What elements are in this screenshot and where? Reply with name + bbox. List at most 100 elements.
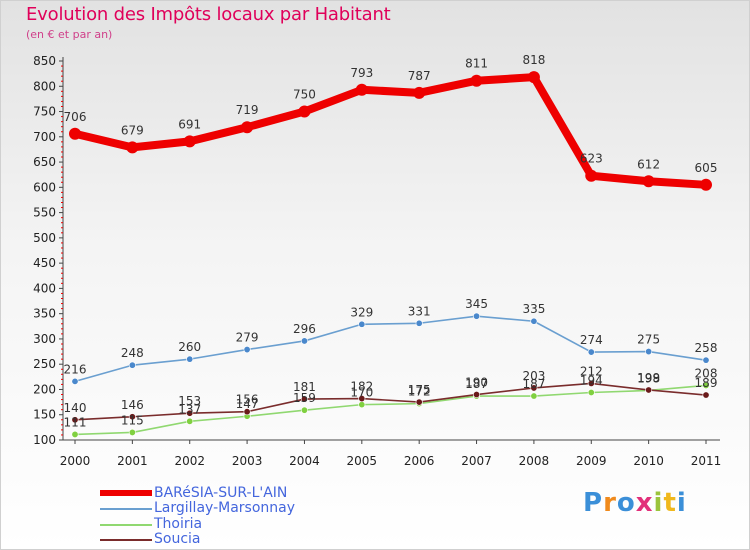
y-tick-label: 850 <box>33 54 56 68</box>
data-label-series-3: 115 <box>121 413 144 427</box>
data-label-series-4: 212 <box>580 364 603 378</box>
series-point-1 <box>183 135 196 148</box>
x-tick-label: 2011 <box>691 454 722 468</box>
data-label-series-3: 170 <box>350 386 373 400</box>
series-point-4 <box>415 398 423 406</box>
chart-subtitle: (en € et par an) <box>26 28 113 41</box>
y-tick-label: 400 <box>33 281 56 295</box>
data-label-series-3: 198 <box>637 371 660 385</box>
data-label-series-2: 275 <box>637 333 660 347</box>
data-label-series-4: 203 <box>522 369 545 383</box>
logo-letter: i <box>676 488 687 518</box>
data-label-series-1: 818 <box>522 53 545 67</box>
series-point-4 <box>128 413 136 421</box>
legend-swatch-series-4 <box>100 539 152 541</box>
data-label-series-4: 146 <box>121 398 144 412</box>
legend-label-series-2: Largillay-Marsonnay <box>154 500 295 516</box>
logo-letter: P <box>583 488 604 518</box>
data-label-series-2: 260 <box>178 340 201 354</box>
series-point-1 <box>69 127 81 140</box>
series-point-4 <box>530 384 538 392</box>
series-point-2 <box>243 346 251 354</box>
chart-title: Evolution des Impôts locaux par Habitant <box>26 4 391 25</box>
y-tick-label: 250 <box>33 357 56 371</box>
x-tick-label: 2001 <box>117 454 148 468</box>
data-label-series-2: 216 <box>64 362 87 376</box>
y-tick-label: 500 <box>33 231 56 245</box>
x-tick-label: 2005 <box>347 454 378 468</box>
series-point-4 <box>358 395 366 403</box>
x-tick-label: 2010 <box>633 454 664 468</box>
data-label-series-2: 335 <box>522 302 545 316</box>
series-point-1 <box>585 169 598 182</box>
data-label-series-1: 605 <box>695 161 718 175</box>
series-point-1 <box>700 178 712 191</box>
data-label-series-4: 156 <box>236 393 259 407</box>
series-point-3 <box>186 417 194 425</box>
series-point-4 <box>473 391 481 399</box>
series-point-4 <box>587 379 595 387</box>
data-label-series-1: 623 <box>580 152 603 166</box>
data-label-series-1: 612 <box>637 157 660 171</box>
data-label-series-1: 750 <box>293 88 316 102</box>
series-line-1 <box>71 73 710 189</box>
series-point-2 <box>186 355 194 363</box>
series-point-4 <box>645 386 653 394</box>
data-label-series-2: 329 <box>350 305 373 319</box>
legend-label-series-4: Soucia <box>154 531 201 547</box>
series-point-3 <box>702 381 710 389</box>
data-label-series-4: 190 <box>465 376 488 390</box>
x-tick-label: 2003 <box>232 454 263 468</box>
data-label-series-1: 811 <box>465 57 488 71</box>
y-tick-label: 100 <box>33 433 56 447</box>
series-point-1 <box>642 175 655 188</box>
data-label-series-3: 208 <box>695 366 718 380</box>
series-point-3 <box>71 430 79 438</box>
data-label-series-2: 274 <box>580 333 603 347</box>
series-point-2 <box>128 361 136 369</box>
data-label-series-2: 331 <box>408 304 431 318</box>
y-tick-label: 700 <box>33 130 56 144</box>
series-point-2 <box>473 312 481 320</box>
data-label-series-3: 159 <box>293 391 316 405</box>
series-line-4 <box>74 382 707 421</box>
series-point-2 <box>530 317 538 325</box>
y-tick-label: 150 <box>33 408 56 422</box>
data-label-series-4: 175 <box>408 383 431 397</box>
data-label-series-2: 248 <box>121 346 144 360</box>
data-label-series-4: 189 <box>695 376 718 390</box>
x-tick-label: 2002 <box>174 454 205 468</box>
logo-letter: r <box>603 488 617 518</box>
logo-letter: o <box>616 488 636 518</box>
series-line-3 <box>74 384 707 436</box>
series-line-2 <box>74 315 707 383</box>
legend-swatch-series-3 <box>100 524 152 526</box>
data-label-series-1: 719 <box>236 103 259 117</box>
y-tick-label: 350 <box>33 307 56 321</box>
legend-swatch-series-1 <box>100 490 152 496</box>
y-tick-label: 750 <box>33 105 56 119</box>
series-point-3 <box>587 388 595 396</box>
data-label-series-2: 345 <box>465 297 488 311</box>
series-point-2 <box>358 320 366 328</box>
x-tick-label: 2000 <box>60 454 91 468</box>
y-tick-label: 450 <box>33 256 56 270</box>
data-label-series-1: 787 <box>408 69 431 83</box>
series-point-1 <box>470 74 483 87</box>
y-tick-label: 200 <box>33 382 56 396</box>
series-point-1 <box>298 105 311 118</box>
x-tick-label: 2006 <box>404 454 435 468</box>
y-tick-label: 300 <box>33 332 56 346</box>
data-label-series-3: 147 <box>236 397 259 411</box>
data-label-series-1: 691 <box>178 117 201 131</box>
x-tick-label: 2007 <box>461 454 492 468</box>
series-point-1 <box>355 83 368 96</box>
data-label-series-2: 279 <box>236 331 259 345</box>
legend-label-series-1: BARéSIA-SUR-L'AIN <box>154 485 288 501</box>
data-label-series-1: 679 <box>121 123 144 137</box>
series-point-2 <box>71 377 79 385</box>
x-tick-label: 2004 <box>289 454 320 468</box>
data-label-series-3: 194 <box>580 373 603 387</box>
data-label-series-4: 199 <box>637 371 660 385</box>
data-label-series-4: 182 <box>350 380 373 394</box>
